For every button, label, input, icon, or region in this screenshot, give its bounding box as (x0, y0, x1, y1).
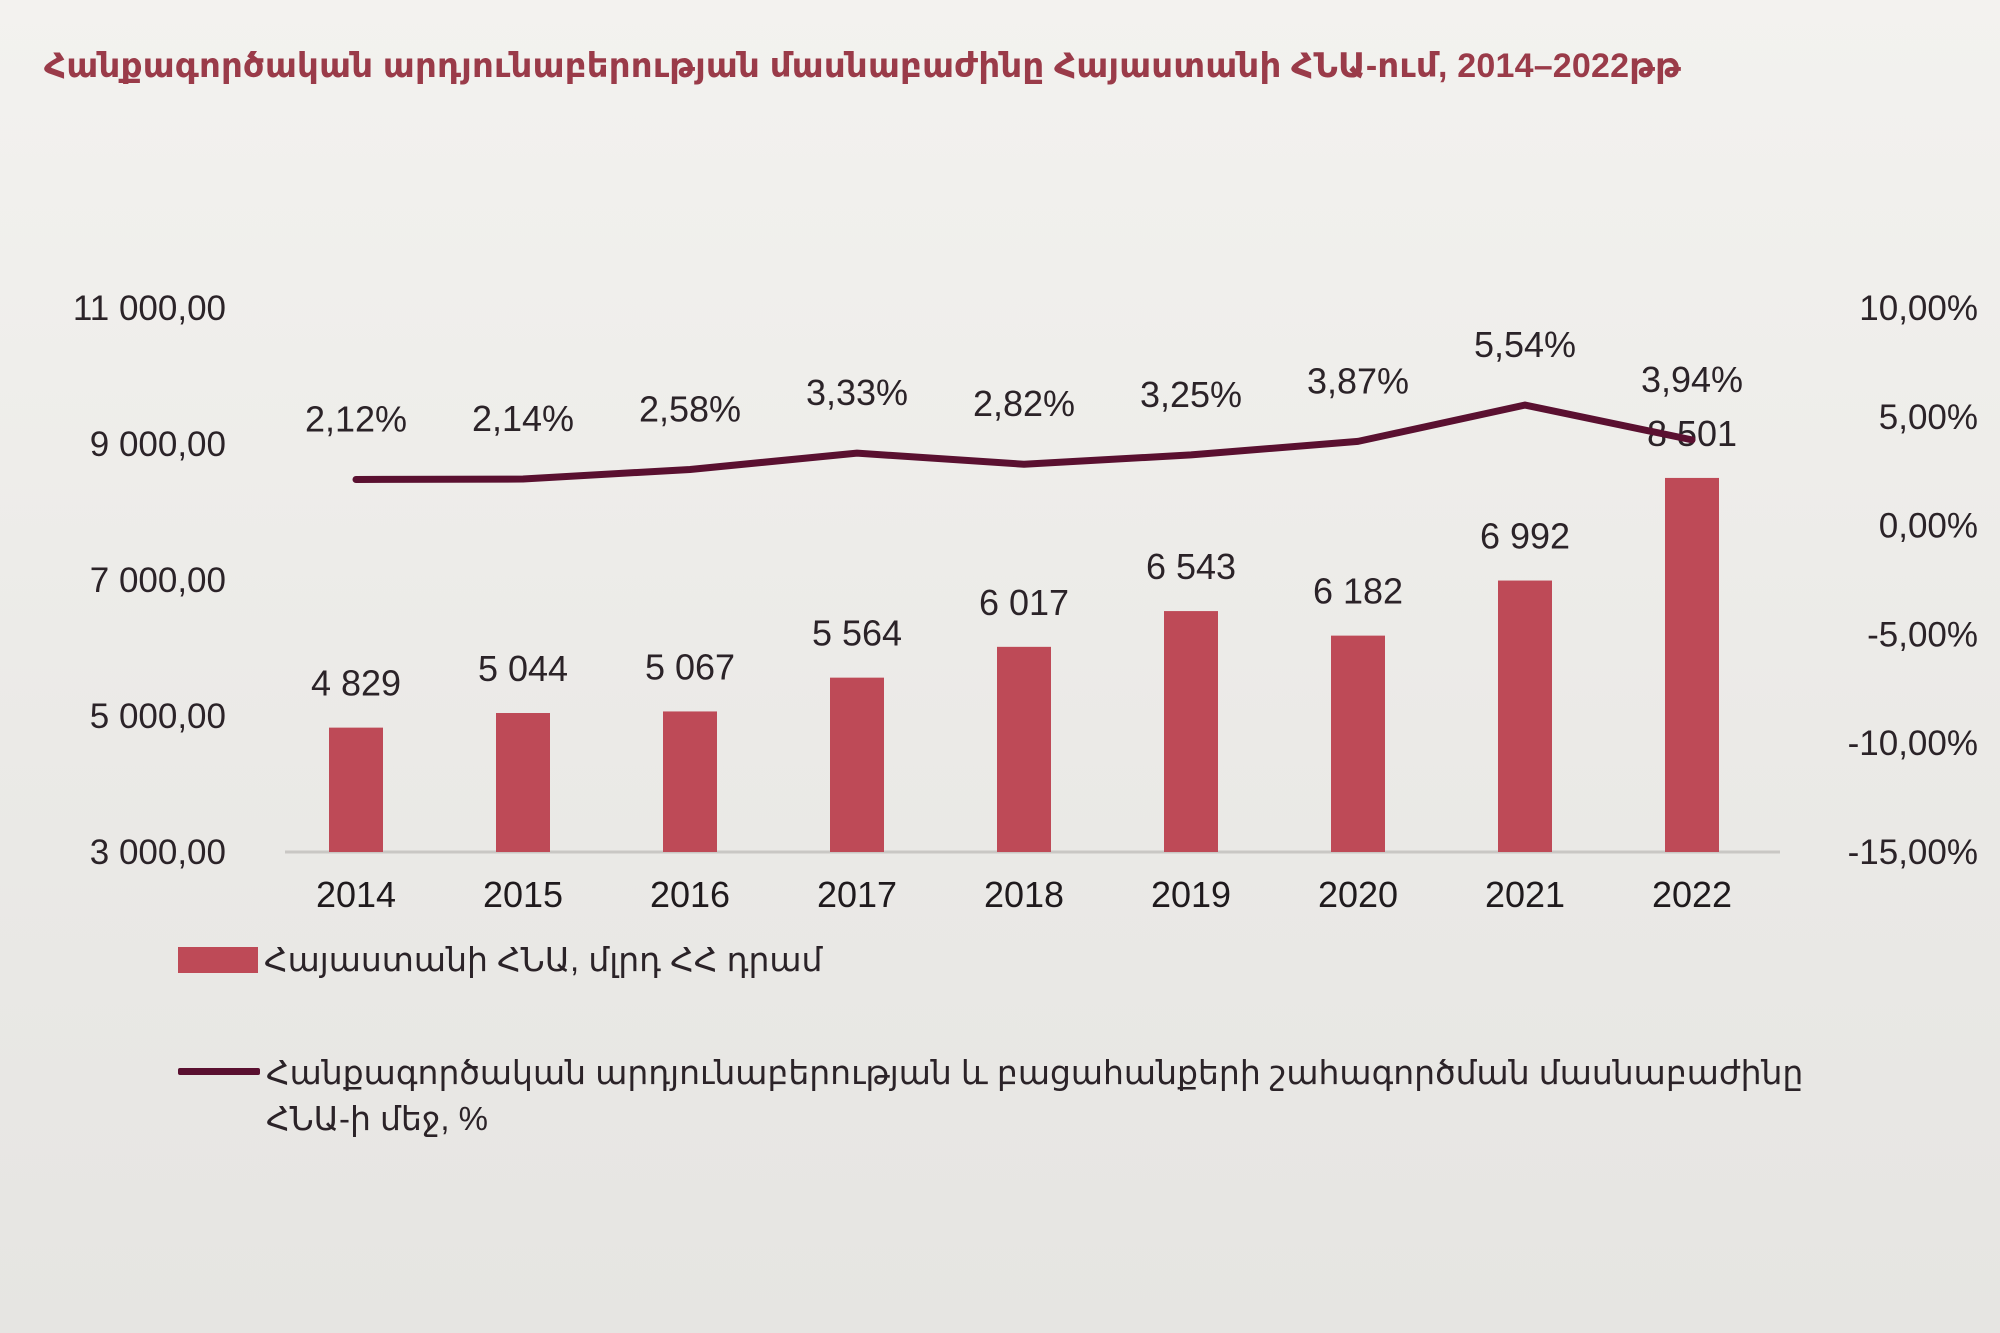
right-tick-label: -15,00% (1848, 833, 1978, 872)
line-value-label: 2,14% (472, 398, 574, 439)
legend-item-gdp: Հայաստանի ՀՆԱ, մլրդ ՀՀ դրամ (178, 940, 1878, 979)
line-value-label: 2,82% (973, 383, 1075, 424)
left-tick-label: 7 000,00 (90, 561, 226, 600)
line-value-label: 3,33% (806, 372, 908, 413)
right-tick-label: -5,00% (1867, 615, 1978, 654)
bar (997, 646, 1051, 852)
left-tick-label: 3 000,00 (90, 833, 226, 872)
x-tick-label: 2022 (1652, 874, 1732, 915)
line-value-label: 2,58% (639, 388, 741, 429)
x-tick-label: 2014 (316, 874, 396, 915)
x-tick-label: 2018 (984, 874, 1064, 915)
bar-value-label: 4 829 (311, 663, 401, 704)
legend-label-mining-share: Հանքագործական արդյունաբերության և բացահա… (266, 1054, 1804, 1137)
bar (830, 677, 884, 852)
right-tick-label: 5,00% (1879, 398, 1978, 437)
left-tick-label: 5 000,00 (90, 697, 226, 736)
bar-value-label: 6 543 (1146, 546, 1236, 587)
x-tick-label: 2015 (483, 874, 563, 915)
x-tick-label: 2017 (817, 874, 897, 915)
line-value-label: 5,54% (1474, 324, 1576, 365)
x-axis: 2014 2015 2016 2017 2018 2019 2020 2021 2022 (316, 874, 1732, 915)
bar (1498, 580, 1552, 852)
line-value-labels: 2,12% 2,14% 2,58% 3,33% 2,82% 3,25% 3,87% 5,54%… (305, 324, 1743, 439)
bar-value-label: 5 564 (812, 613, 902, 654)
x-tick-label: 2016 (650, 874, 730, 915)
left-tick-label: 9 000,00 (90, 425, 226, 464)
x-tick-label: 2020 (1318, 874, 1398, 915)
right-tick-label: 0,00% (1879, 507, 1978, 546)
bar-value-label: 5 067 (645, 646, 735, 687)
line-value-label: 3,94% (1641, 359, 1743, 400)
bar (1665, 477, 1719, 852)
legend-item-mining-share: Հանքագործական արդյունաբերության և բացահա… (178, 1050, 1878, 1142)
bar (663, 711, 717, 852)
bar-value-labels: 4 829 5 044 5 067 5 564 6 017 6 543 6 182 6 992… (311, 413, 1737, 704)
x-tick-label: 2021 (1485, 874, 1565, 915)
bar (496, 713, 550, 852)
line-series (352, 401, 1696, 483)
bar (1331, 635, 1385, 852)
left-tick-label: 11 000,00 (73, 289, 226, 328)
bar-value-label: 6 992 (1480, 516, 1570, 557)
bar (1164, 611, 1218, 852)
line-value-label: 3,25% (1140, 374, 1242, 415)
legend-swatch-bar (178, 946, 258, 973)
x-tick-label: 2019 (1151, 874, 1231, 915)
right-tick-label: 10,00% (1859, 289, 1978, 328)
bar-series (329, 477, 1719, 852)
bar (329, 727, 383, 852)
bar-value-label: 6 017 (979, 582, 1069, 623)
legend-swatch-line (178, 1068, 260, 1075)
bar-value-label: 5 044 (478, 648, 568, 689)
line-value-label: 3,87% (1307, 360, 1409, 401)
left-axis: 3 000,00 5 000,00 7 000,00 9 000,00 11 000,0… (73, 289, 226, 872)
chart-title: Հանքագործական արդյունաբերության մասնաբաժ… (44, 47, 1682, 85)
legend-label-gdp: Հայաստանի ՀՆԱ, մլրդ ՀՀ դրամ (264, 941, 823, 978)
bar-value-label: 6 182 (1313, 571, 1403, 612)
line-value-label: 2,12% (305, 398, 407, 439)
right-axis: -15,00% -10,00% -5,00% 0,00% 5,00% 10,00% (1848, 289, 1978, 872)
right-tick-label: -10,00% (1848, 724, 1978, 763)
